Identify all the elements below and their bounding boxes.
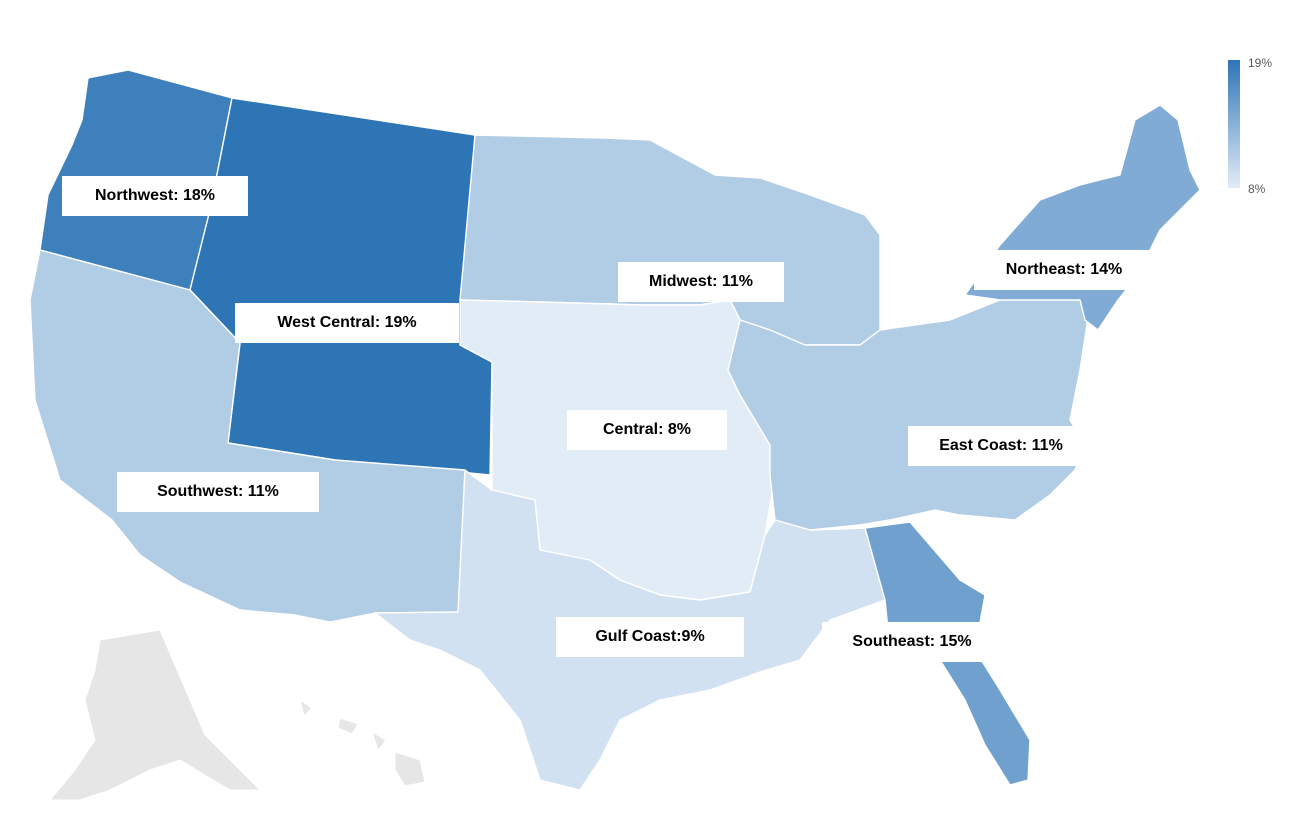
region-southwest[interactable] <box>29 249 466 623</box>
legend-max-label: 19% <box>1248 56 1273 70</box>
hawaii-shape <box>299 698 426 787</box>
label-northwest: Northwest: 18% <box>62 176 248 216</box>
label-southeast: Southeast: 15% <box>822 622 1002 662</box>
label-gulf-coast: Gulf Coast:9% <box>556 617 744 657</box>
region-northeast[interactable] <box>964 104 1201 331</box>
label-east-coast: East Coast: 11% <box>908 426 1094 466</box>
label-northeast: Northeast: 14% <box>974 250 1154 290</box>
legend-min-label: 8% <box>1248 182 1266 196</box>
label-southwest: Southwest: 11% <box>117 472 319 512</box>
label-west-central: West Central: 19% <box>235 303 459 343</box>
legend-color-bar <box>1228 60 1240 188</box>
label-central: Central: 8% <box>567 410 727 450</box>
region-west-central[interactable] <box>189 97 493 476</box>
region-east-coast[interactable] <box>727 289 1091 531</box>
alaska-shape <box>48 629 262 801</box>
label-midwest: Midwest: 11% <box>618 262 784 302</box>
